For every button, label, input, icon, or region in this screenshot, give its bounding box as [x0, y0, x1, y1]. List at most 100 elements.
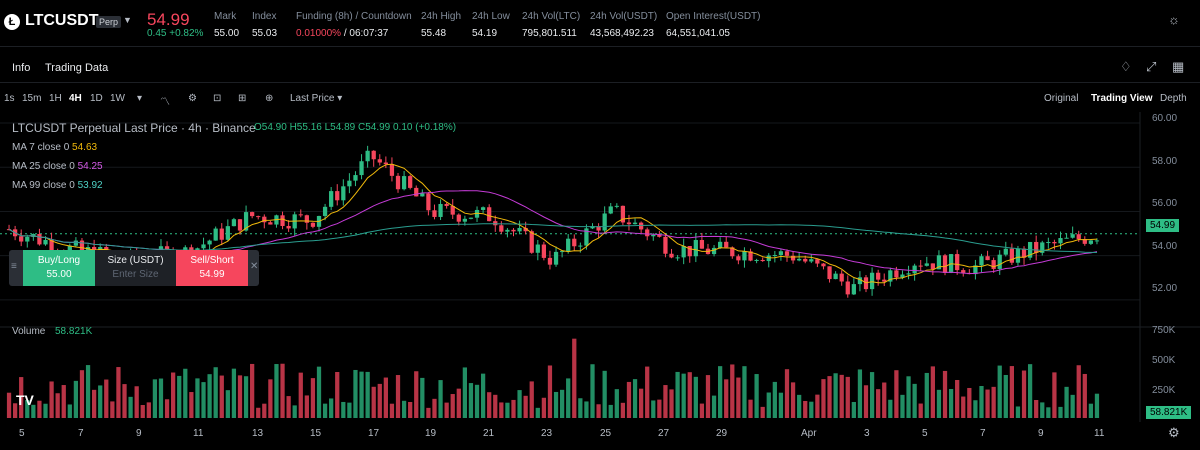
interval-15m[interactable]: 15m: [22, 93, 42, 104]
interval-4h[interactable]: 4H: [69, 93, 82, 104]
volume-bar: [1040, 402, 1045, 418]
interval-1d[interactable]: 1D: [90, 93, 103, 104]
view-depth[interactable]: Depth: [1160, 93, 1187, 104]
expand-icon[interactable]: ⤢: [1146, 59, 1157, 74]
price-axis-label: 60.00: [1152, 113, 1178, 124]
tab-info[interactable]: Info: [12, 62, 31, 74]
view-trading-view[interactable]: Trading View: [1091, 93, 1153, 104]
candle-body: [335, 191, 340, 201]
interval-1h[interactable]: 1H: [49, 93, 62, 104]
volume-bar: [942, 370, 948, 418]
candle-body: [790, 255, 796, 261]
volume-bar: [736, 377, 741, 418]
ma25-value: 54.25: [77, 161, 103, 172]
view-original[interactable]: Original: [1044, 93, 1079, 104]
volume-bar: [997, 365, 1002, 418]
camera-icon[interactable]: ⊡: [213, 93, 222, 104]
funding-label: Funding (8h) / Countdown: [296, 11, 412, 22]
price-axis-label: 56.00: [1152, 198, 1178, 209]
symbol-name[interactable]: LTCUSDT: [25, 12, 99, 29]
candle-body: [888, 270, 893, 282]
x-axis-label: 7: [78, 428, 84, 439]
x-axis-label: Apr: [801, 428, 817, 439]
volume-bar: [329, 398, 334, 418]
candle-body: [651, 234, 656, 237]
candle-body: [19, 236, 24, 242]
candle-body: [997, 254, 1002, 269]
volume-bar: [687, 372, 692, 418]
candle-body: [645, 229, 650, 237]
candle-body: [632, 222, 638, 225]
candle-body: [1003, 248, 1008, 255]
x-axis-label: 21: [483, 428, 495, 439]
ma7-value: 54.63: [72, 142, 98, 153]
close-icon[interactable]: ✕: [250, 261, 259, 272]
volume-bar: [213, 367, 218, 418]
ma99-value: 53.92: [77, 180, 103, 191]
volume-bar: [906, 376, 911, 418]
volume-bar: [371, 386, 376, 418]
volume-bar: [620, 402, 626, 418]
buy-long-button[interactable]: Buy/Long 55.00: [23, 250, 95, 286]
candle-body: [566, 238, 571, 252]
interval-more-chevron-icon[interactable]: ▾: [137, 93, 143, 104]
volume-bar: [882, 382, 887, 418]
bell-icon[interactable]: ♢: [1120, 59, 1132, 74]
volume-bar: [851, 401, 856, 418]
volume-bar: [602, 370, 607, 418]
last-price-tag: 54.99: [1146, 219, 1180, 232]
volume-bar: [365, 371, 370, 418]
symbol-dropdown-chevron-icon[interactable]: ▼: [123, 15, 132, 25]
candle-body: [584, 228, 589, 246]
volume-bar: [49, 381, 54, 418]
candle-body: [675, 257, 680, 259]
indicators-icon[interactable]: 〽: [160, 97, 170, 108]
sun-icon[interactable]: ☼: [1168, 12, 1180, 27]
candle-body: [286, 225, 291, 229]
candle-body: [724, 241, 729, 248]
mark-label: Mark: [214, 11, 237, 22]
open-interest-label[interactable]: Open Interest(USDT): [666, 11, 761, 22]
candle-body: [231, 219, 237, 227]
x-axis-label: 7: [980, 428, 986, 439]
chart-settings-gear-icon[interactable]: ⚙: [1168, 425, 1180, 440]
candle-body: [718, 241, 723, 248]
candle-body: [401, 176, 407, 190]
volume-bar: [511, 399, 516, 418]
volume-bar: [395, 375, 401, 418]
volume-bar: [383, 377, 388, 418]
layout-grid-icon[interactable]: ▦: [1172, 59, 1185, 74]
candle-body: [894, 270, 899, 278]
volume-bar: [876, 389, 881, 418]
interval-1w[interactable]: 1W: [110, 93, 125, 104]
candle-body: [310, 222, 316, 227]
interval-1s[interactable]: 1s: [4, 93, 15, 104]
volume-bar: [973, 400, 978, 418]
volume-bar: [772, 381, 777, 418]
size-input[interactable]: Size (USDT) Enter Size: [95, 250, 176, 286]
tab-trading-data[interactable]: Trading Data: [45, 62, 109, 74]
candle-body: [596, 226, 601, 231]
sell-short-button[interactable]: Sell/Short 54.99: [176, 250, 248, 286]
layout-icon[interactable]: ⊞: [238, 93, 247, 104]
volume-bar: [341, 401, 346, 418]
candle-body: [1021, 248, 1027, 258]
volume-bar: [967, 387, 972, 418]
add-icon[interactable]: ⊕: [265, 93, 274, 104]
candle-body: [572, 238, 577, 247]
volume-bar: [912, 383, 917, 418]
volume-bar: [566, 378, 571, 418]
volume-bar: [827, 376, 832, 418]
candle-body: [474, 209, 480, 218]
candle-body: [547, 257, 553, 265]
drag-handle-icon[interactable]: ≡: [11, 261, 17, 272]
settings-icon[interactable]: ⚙: [188, 93, 197, 104]
volume-bar: [626, 381, 632, 418]
index-label[interactable]: Index: [252, 11, 277, 22]
volume-bar: [31, 404, 36, 418]
volume-bar: [426, 407, 431, 418]
price-type-select[interactable]: Last Price ▾: [290, 93, 343, 104]
volume-bar: [918, 403, 923, 418]
volume-bar: [177, 375, 182, 418]
candle-body: [523, 227, 528, 232]
